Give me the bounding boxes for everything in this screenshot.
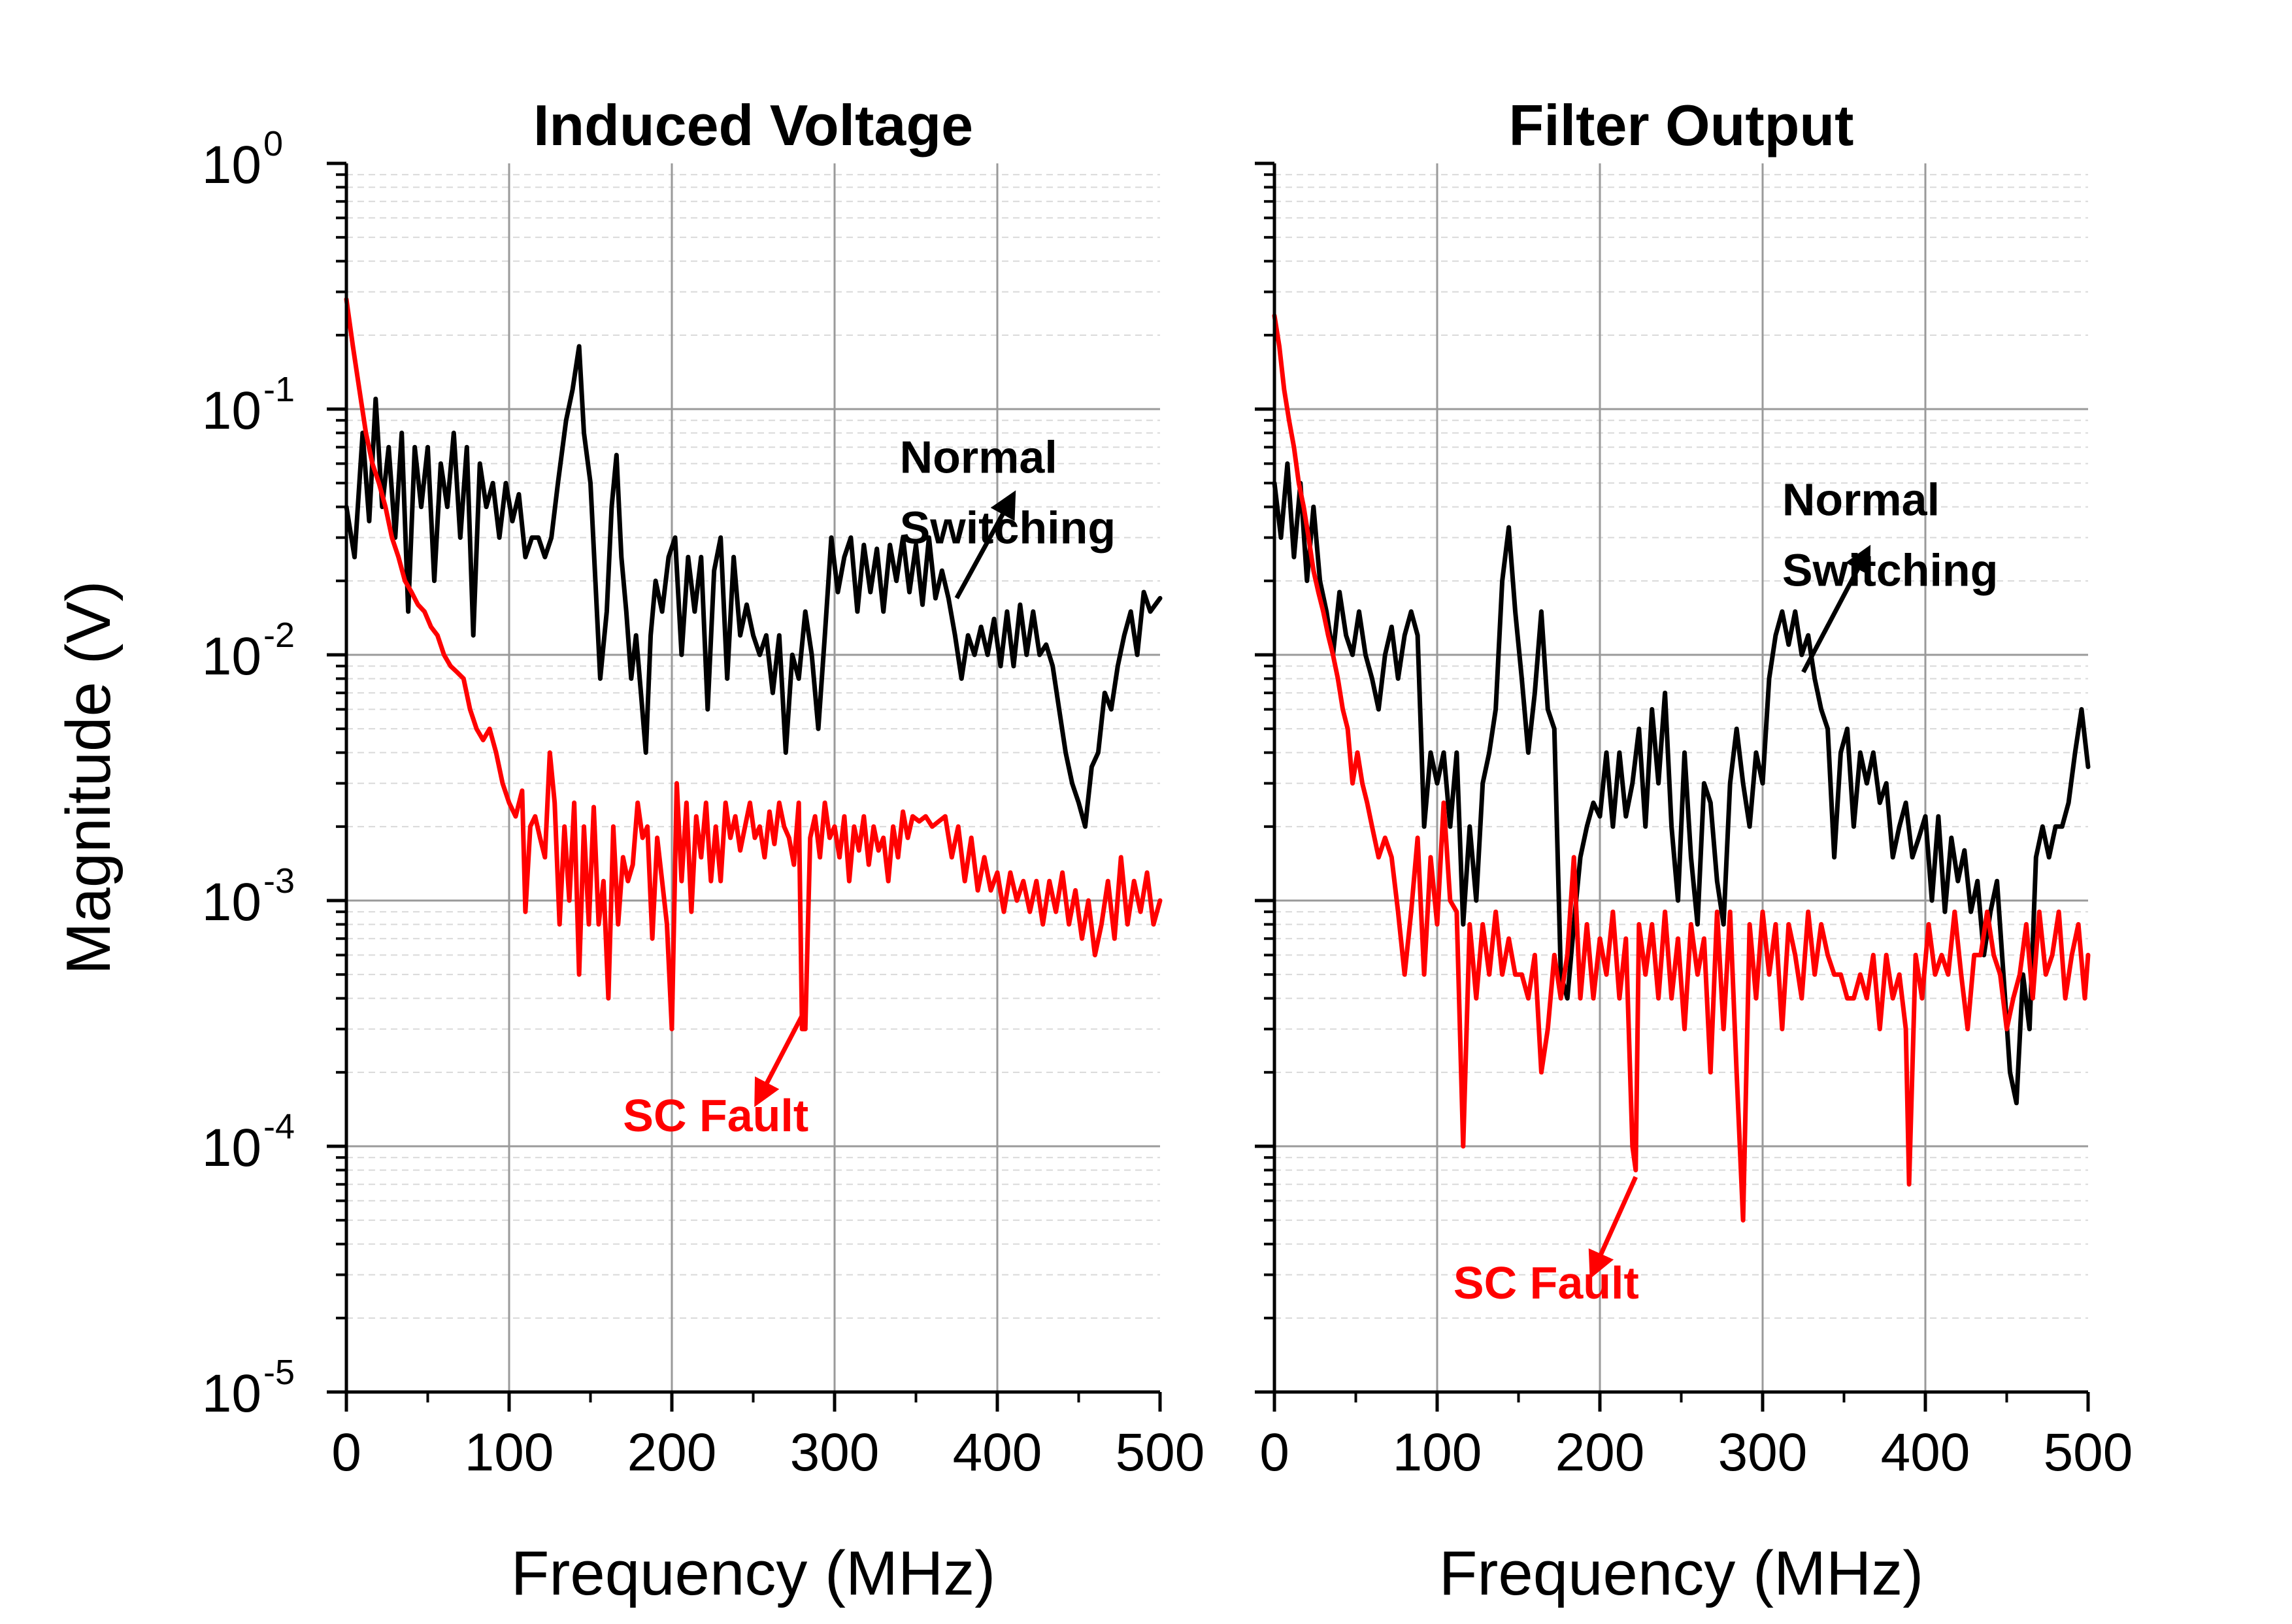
chart-title: Induced Voltage <box>533 93 973 157</box>
x-tick-label: 400 <box>953 1423 1042 1482</box>
minor-grid <box>346 174 1160 1319</box>
y-tick-exponent: -4 <box>263 1107 295 1146</box>
x-tick-label: 0 <box>1259 1423 1289 1482</box>
x-tick-label: 200 <box>1555 1423 1645 1482</box>
x-axis-label: Frequency (MHz) <box>511 1538 995 1608</box>
annotation-label: SC Fault <box>1453 1257 1639 1308</box>
series-line-sc-fault <box>344 297 1163 1032</box>
annotation-label: Switching <box>900 503 1116 554</box>
annotation-arrow <box>1801 544 1871 674</box>
y-tick-label: 10 <box>202 1364 261 1423</box>
x-tick-label: 0 <box>331 1423 361 1482</box>
annotation-arrow <box>754 1011 806 1107</box>
x-tick-label: 100 <box>465 1423 554 1482</box>
annotation-label: Normal <box>900 432 1057 483</box>
y-tick-label: 10 <box>202 872 261 932</box>
x-tick-label: 200 <box>627 1423 717 1482</box>
series-line-normal-switching <box>344 344 1163 829</box>
y-tick-exponent: 0 <box>263 124 283 163</box>
y-tick-exponent: -1 <box>263 370 295 409</box>
major-grid <box>346 163 1160 1392</box>
axes: 0 100 200 300 400 500 <box>1255 161 2133 1482</box>
chart-title: Filter Output <box>1509 93 1854 157</box>
x-tick-label: 300 <box>1718 1423 1808 1482</box>
annotation-label: SC Fault <box>623 1090 808 1141</box>
y-tick-label: 10 <box>202 1118 261 1178</box>
annotation-label: Switching <box>1782 544 1999 595</box>
series-line-sc-fault <box>1272 313 2091 1223</box>
annotation-label: Normal <box>1782 474 1940 525</box>
y-tick-exponent: -2 <box>263 616 295 655</box>
series-line-normal-switching <box>1272 461 2091 1106</box>
annotation-arrow <box>954 490 1016 600</box>
x-tick-label: 500 <box>1116 1423 1205 1482</box>
y-tick-exponent: -3 <box>263 861 295 901</box>
x-tick-label: 300 <box>790 1423 880 1482</box>
annotation-arrow <box>1588 1176 1638 1279</box>
y-axis-label: Magnitude (V) <box>54 581 124 975</box>
x-tick-label: 500 <box>2044 1423 2133 1482</box>
x-axis-label: Frequency (MHz) <box>1439 1538 1923 1608</box>
y-tick-label: 10 <box>202 627 261 686</box>
x-tick-label: 100 <box>1393 1423 1482 1482</box>
minor-grid <box>1274 174 2088 1319</box>
y-tick-exponent: -5 <box>263 1353 295 1392</box>
y-tick-label: 10 <box>202 381 261 440</box>
chart-panel-2: 0 100 200 300 400 500 Filter Output Frequency (… <box>1255 93 2133 1608</box>
y-tick-label: 10 <box>202 135 261 195</box>
x-tick-label: 400 <box>1881 1423 1970 1482</box>
